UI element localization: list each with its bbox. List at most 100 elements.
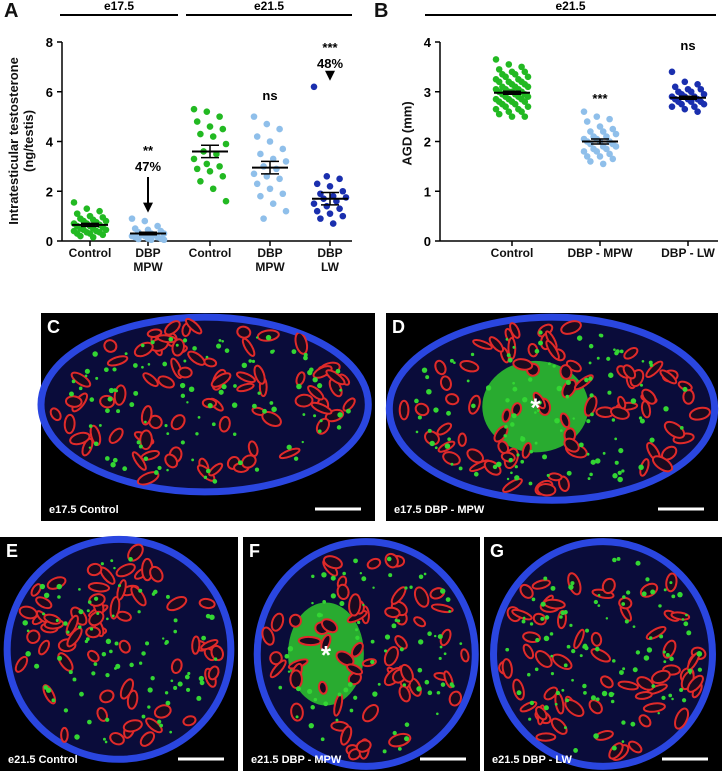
data-point bbox=[253, 133, 261, 140]
green-cell bbox=[237, 460, 243, 466]
tubule bbox=[588, 699, 603, 715]
green-cell bbox=[386, 556, 392, 562]
green-cell bbox=[439, 645, 443, 649]
data-point bbox=[77, 232, 84, 240]
green-cell bbox=[342, 571, 346, 576]
green-cell bbox=[416, 686, 422, 692]
green-cell bbox=[571, 648, 576, 654]
green-cell bbox=[687, 668, 693, 674]
tubule bbox=[535, 732, 557, 742]
green-cell bbox=[529, 622, 534, 626]
group-label: e21.5 bbox=[254, 0, 284, 13]
green-cell bbox=[201, 635, 207, 641]
tubule bbox=[424, 430, 440, 446]
green-cell bbox=[301, 440, 304, 444]
data-point bbox=[197, 130, 204, 138]
green-cell bbox=[661, 695, 666, 700]
data-point bbox=[524, 93, 532, 101]
green-cell bbox=[330, 593, 336, 599]
tubule bbox=[18, 605, 38, 620]
green-cell bbox=[117, 584, 122, 588]
green-cell bbox=[139, 661, 143, 665]
green-cell bbox=[614, 351, 619, 356]
green-cell bbox=[418, 574, 424, 580]
green-cell bbox=[112, 457, 118, 463]
green-cell bbox=[606, 356, 611, 361]
green-cell bbox=[316, 612, 322, 618]
green-cell bbox=[153, 589, 158, 595]
tubule bbox=[149, 565, 164, 583]
green-cell bbox=[110, 559, 114, 563]
region-marker: * bbox=[530, 393, 541, 423]
green-cell bbox=[630, 721, 636, 727]
green-cell bbox=[528, 717, 532, 721]
green-cell bbox=[614, 437, 618, 441]
green-cell bbox=[79, 691, 84, 697]
green-cell bbox=[296, 383, 302, 390]
green-cell bbox=[112, 367, 117, 372]
data-point bbox=[495, 78, 503, 86]
data-point bbox=[310, 83, 318, 91]
data-point bbox=[329, 220, 337, 227]
green-cell bbox=[621, 740, 625, 743]
green-cell bbox=[611, 745, 617, 751]
data-point bbox=[209, 133, 217, 140]
green-cell bbox=[590, 459, 596, 465]
green-cell bbox=[538, 330, 543, 335]
data-point bbox=[276, 125, 283, 133]
green-cell bbox=[336, 425, 342, 430]
tubule bbox=[103, 339, 118, 353]
tubule bbox=[312, 365, 333, 379]
green-cell bbox=[278, 685, 283, 690]
green-cell bbox=[619, 349, 624, 354]
green-cell bbox=[55, 618, 59, 623]
green-cell bbox=[584, 377, 589, 383]
tubule bbox=[651, 669, 671, 685]
green-cell bbox=[638, 416, 643, 420]
green-cell bbox=[632, 625, 636, 629]
data-point bbox=[691, 103, 698, 110]
green-cell bbox=[343, 687, 349, 693]
green-cell bbox=[440, 682, 446, 687]
green-cell bbox=[569, 623, 573, 627]
green-cell bbox=[107, 396, 113, 402]
green-cell bbox=[662, 650, 666, 654]
significance: *** bbox=[322, 40, 338, 55]
data-point bbox=[323, 173, 331, 180]
green-cell bbox=[679, 426, 684, 430]
tubule bbox=[400, 663, 414, 683]
tubule bbox=[198, 597, 216, 610]
tubule bbox=[519, 583, 534, 599]
data-point bbox=[219, 125, 227, 133]
data-point bbox=[273, 165, 280, 173]
green-cell bbox=[665, 653, 670, 657]
tubule bbox=[191, 635, 201, 655]
green-cell bbox=[593, 599, 599, 605]
green-cell bbox=[63, 621, 68, 626]
green-cell bbox=[617, 476, 623, 483]
tubule bbox=[320, 633, 332, 652]
green-cell bbox=[313, 414, 317, 418]
green-cell bbox=[88, 424, 93, 428]
y-tick-label: 6 bbox=[46, 85, 53, 100]
tubule bbox=[208, 462, 224, 477]
green-cell bbox=[383, 649, 388, 653]
tubule bbox=[532, 612, 547, 626]
data-point bbox=[282, 158, 290, 165]
data-point bbox=[70, 199, 78, 206]
tissue-content bbox=[14, 543, 224, 747]
data-point bbox=[599, 128, 607, 135]
data-point bbox=[495, 66, 503, 73]
green-cell bbox=[563, 663, 568, 668]
tubule bbox=[536, 483, 557, 497]
green-cell bbox=[209, 614, 215, 620]
green-cell bbox=[622, 667, 626, 671]
green-cell bbox=[506, 353, 511, 358]
green-cell bbox=[671, 697, 674, 701]
green-cell bbox=[57, 655, 63, 661]
tubule bbox=[384, 606, 401, 619]
data-point bbox=[73, 210, 81, 217]
green-cell bbox=[308, 722, 314, 729]
